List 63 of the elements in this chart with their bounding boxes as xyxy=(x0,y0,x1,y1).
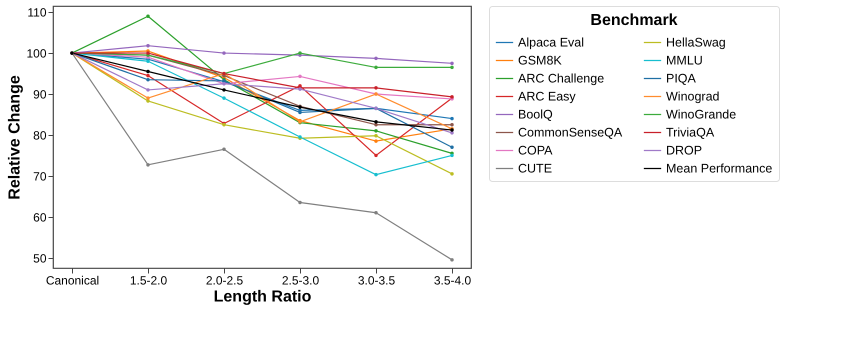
y-axis-title: Relative Change xyxy=(6,75,24,200)
legend-label: MMLU xyxy=(666,54,703,68)
x-tick-label: 2.5-3.0 xyxy=(282,274,320,288)
point xyxy=(146,44,150,48)
legend-label: ARC Challenge xyxy=(518,72,604,86)
point xyxy=(450,258,454,262)
legend-label: ARC Easy xyxy=(518,90,576,104)
x-tick-label: 3.5-4.0 xyxy=(434,274,472,288)
legend-label: GSM8K xyxy=(518,54,562,68)
point xyxy=(374,139,378,143)
y-tick-label: 60 xyxy=(33,210,47,224)
point xyxy=(374,129,378,133)
point xyxy=(146,96,150,100)
point xyxy=(222,88,226,92)
point xyxy=(146,14,150,18)
point xyxy=(450,122,454,126)
point xyxy=(298,200,302,204)
point xyxy=(374,86,378,90)
y-tick-label: 70 xyxy=(33,169,47,184)
legend-label: HellaSwag xyxy=(666,36,726,50)
legend-label: WinoGrande xyxy=(666,108,736,122)
y-tick-label: 80 xyxy=(33,128,47,142)
point xyxy=(450,172,454,176)
point xyxy=(146,88,150,92)
y-tick-label: 110 xyxy=(27,6,47,20)
x-tick-label: Canonical xyxy=(46,274,100,288)
point xyxy=(374,172,378,176)
legend-label: COPA xyxy=(518,144,554,158)
point xyxy=(450,62,454,66)
y-tick-label: 50 xyxy=(33,251,47,266)
legend-label: Mean Performance xyxy=(666,162,772,176)
point xyxy=(450,116,454,120)
legend-label: Winograd xyxy=(666,90,720,104)
legend-label: DROP xyxy=(666,144,702,158)
x-tick-label: 3.0-3.5 xyxy=(358,274,396,288)
point xyxy=(374,134,378,138)
point xyxy=(222,148,226,152)
y-tick-label: 90 xyxy=(33,88,47,102)
legend-label: Alpaca Eval xyxy=(518,36,584,50)
point xyxy=(146,74,150,78)
point xyxy=(450,146,454,149)
x-axis-title: Length Ratio xyxy=(214,288,312,306)
legend-label: CommonSenseQA xyxy=(518,126,623,140)
x-tick-label: 2.0-2.5 xyxy=(206,274,244,288)
point xyxy=(146,70,150,74)
legend-title: Benchmark xyxy=(590,12,678,29)
point xyxy=(450,66,454,70)
point xyxy=(374,56,378,60)
legend-label: PIQA xyxy=(666,72,697,86)
legend-label: BoolQ xyxy=(518,108,554,122)
point xyxy=(374,66,378,70)
point xyxy=(222,96,226,100)
point xyxy=(374,154,378,158)
point xyxy=(146,163,150,167)
x-tick-label: 1.5-2.0 xyxy=(130,274,168,288)
point xyxy=(146,78,150,82)
point xyxy=(374,211,378,214)
point xyxy=(222,51,226,55)
legend-label: TriviaQA xyxy=(666,126,715,140)
point xyxy=(298,74,302,78)
point xyxy=(374,120,378,124)
legend-label: CUTE xyxy=(518,162,552,176)
y-tick-label: 100 xyxy=(26,46,47,61)
